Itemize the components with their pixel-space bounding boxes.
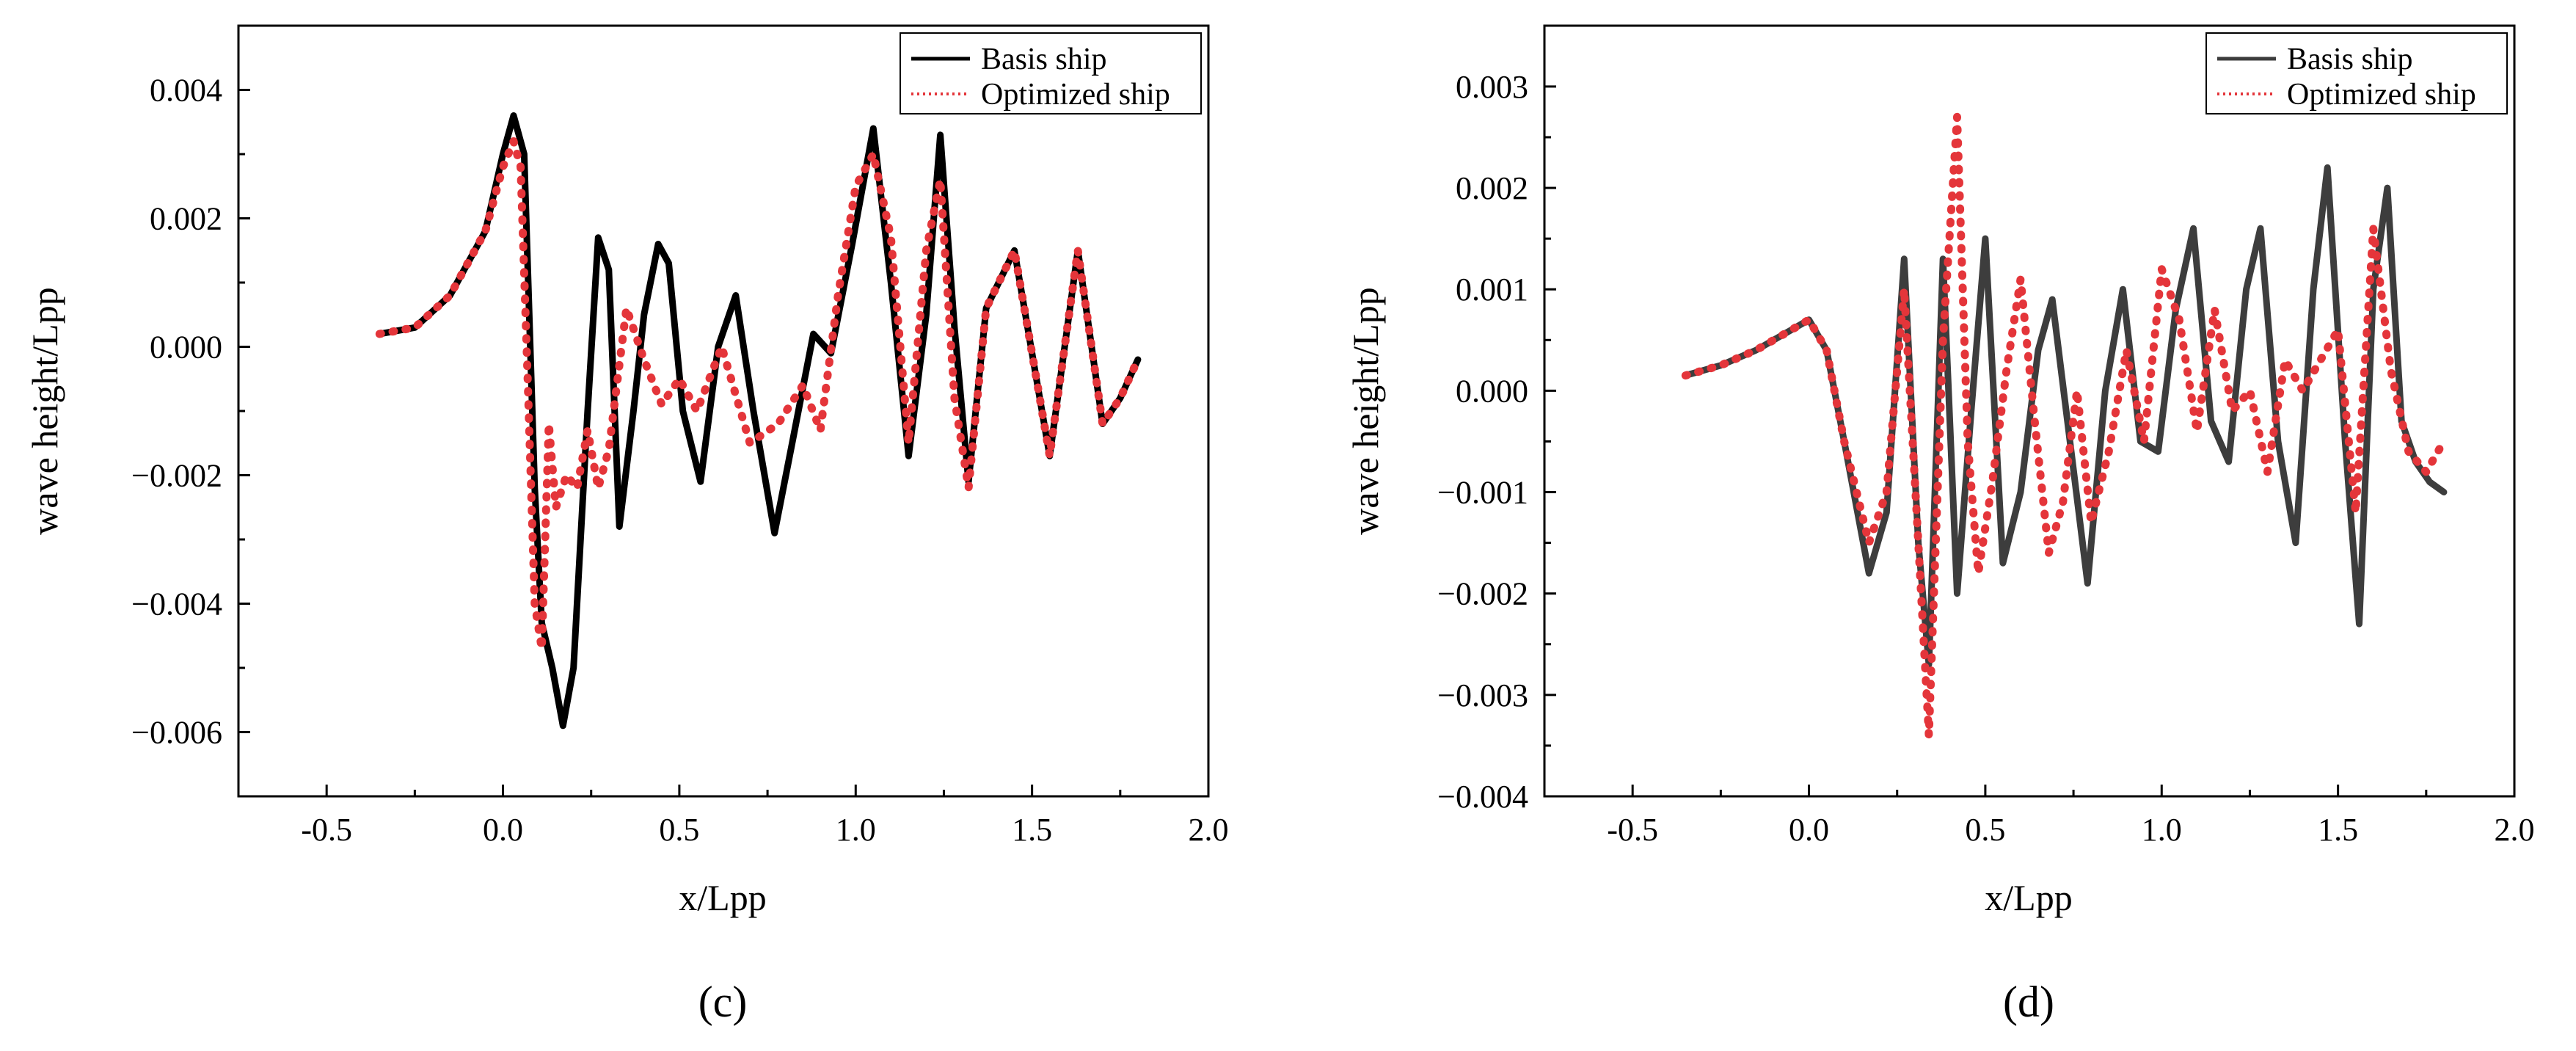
y-tick-label: 0.002 [150,201,222,237]
plot-frame [237,24,1210,798]
y-axis-ticks: 0.004 0.002 0.000 −0.002 −0.004 −0.006 [131,73,250,751]
series-line-optimized-ship [375,137,1142,653]
x-axis-ticks: -0.5 0.0 0.5 1.0 1.5 2.0 [301,785,1229,848]
y-tick-label: −0.004 [131,586,222,622]
y-tick-label: 0.000 [1456,373,1528,409]
plot-frame [1543,24,2516,798]
x-tick-label: 0.0 [1789,812,1829,848]
series-layer [375,112,1142,730]
legend-box [2205,32,2508,114]
y-tick-label: −0.004 [1437,779,1528,815]
y-tick-label: −0.006 [131,715,222,751]
chart-panel-c: -0.5 0.0 0.5 1.0 1.5 2.0 0.004 0.002 0.000 −0.00… [24,24,1229,1026]
x-tick-label: 0.0 [483,812,523,848]
x-tick-label: 1.0 [2142,812,2182,848]
y-tick-label: −0.002 [131,458,222,494]
y-axis-ticks: 0.003 0.002 0.001 0.000 −0.001 −0.002 −0.003 −0… [1437,69,1556,815]
series-layer [1681,112,2448,740]
x-axis-title: x/Lpp [1985,877,2072,918]
y-tick-label: 0.001 [1456,272,1528,308]
y-axis-title: wave height/Lpp [1345,287,1386,534]
y-tick-label: −0.001 [1437,475,1528,511]
x-tick-label: 2.0 [1189,812,1229,848]
panel-label: (d) [2003,978,2054,1026]
x-axis-title: x/Lpp [679,877,766,918]
x-tick-label: 2.0 [2495,812,2535,848]
y-tick-label: 0.003 [1456,69,1528,105]
legend-box [900,32,1202,114]
y-tick-label: 0.000 [150,330,222,366]
panel-label: (c) [698,978,748,1026]
x-tick-label: 0.5 [659,812,699,848]
x-tick-label: 1.5 [2318,812,2358,848]
legend-label: Optimized ship [2287,78,2476,112]
x-tick-label: 0.5 [1965,812,2005,848]
series-line-optimized-ship [1681,112,2448,740]
x-axis-ticks: -0.5 0.0 0.5 1.0 1.5 2.0 [1607,785,2535,848]
x-tick-label: -0.5 [1607,812,1658,848]
series-line-basis-ship [376,112,1142,730]
y-tick-label: 0.002 [1456,170,1528,206]
series-line-basis-ship [1682,164,2448,668]
y-tick-label: −0.002 [1437,576,1528,612]
x-tick-label: 1.0 [836,812,876,848]
legend-label: Basis ship [2287,43,2413,76]
y-tick-label: −0.003 [1437,677,1528,713]
x-tick-label: -0.5 [301,812,352,848]
legend-label: Optimized ship [981,78,1170,112]
chart-panel-d: -0.5 0.0 0.5 1.0 1.5 2.0 0.003 0.002 0.001 0.000… [1345,24,2535,1026]
x-tick-label: 1.5 [1012,812,1052,848]
y-axis-title: wave height/Lpp [24,287,65,534]
y-tick-label: 0.004 [150,73,222,109]
legend-label: Basis ship [981,43,1107,76]
